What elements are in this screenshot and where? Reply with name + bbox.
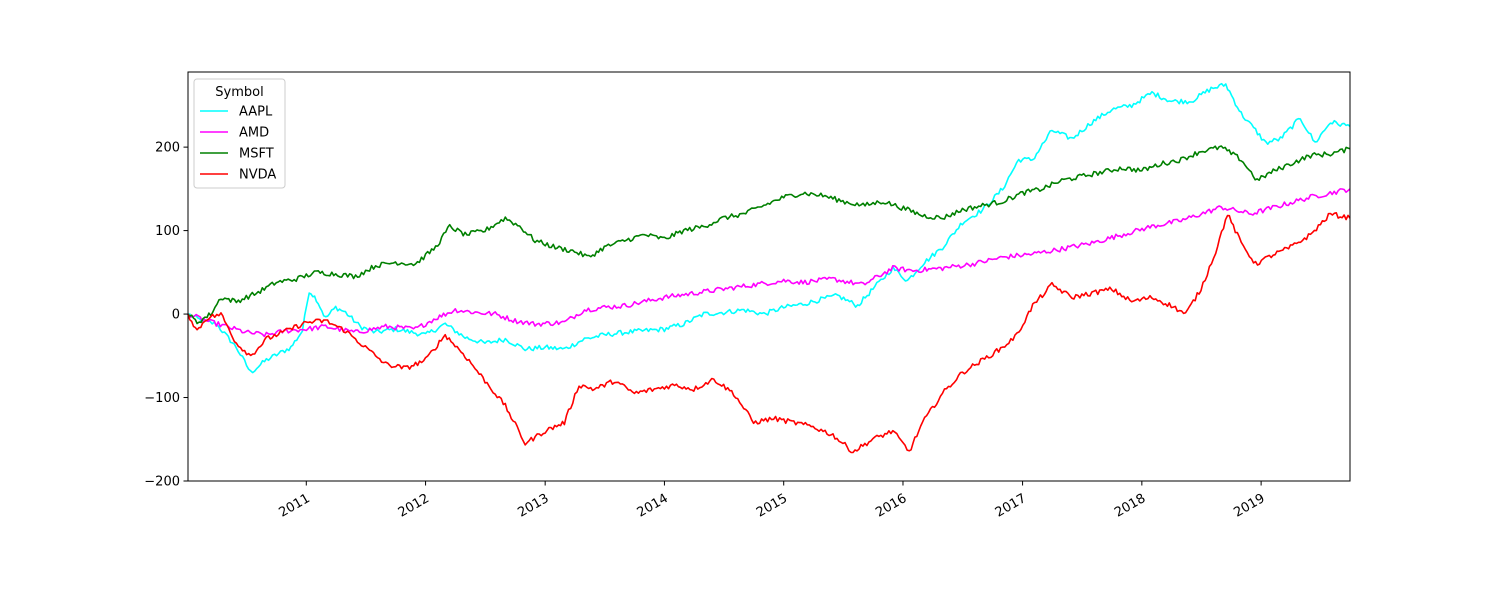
y-tick-label: 200	[155, 141, 180, 156]
legend-label-aapl: AAPL	[239, 105, 273, 120]
legend-title: Symbol	[215, 85, 263, 100]
series-line-amd	[187, 188, 1351, 338]
y-tick-label: −100	[144, 391, 180, 406]
series-line-aapl	[187, 82, 1351, 374]
y-tick-label: 0	[172, 308, 180, 323]
plot-frame	[187, 71, 1351, 482]
legend: Symbol AAPL AMD MSFT NVDA	[193, 78, 286, 189]
legend-label-msft: MSFT	[239, 147, 274, 162]
y-tick-label: −200	[144, 475, 180, 490]
series-line-msft	[187, 145, 1351, 325]
legend-label-nvda: NVDA	[239, 168, 276, 183]
legend-box	[193, 78, 286, 189]
legend-label-amd: AMD	[239, 126, 269, 141]
series-line-nvda	[187, 212, 1351, 454]
y-axis: −200 −100 0 100 200	[144, 141, 188, 490]
y-tick-label: 100	[155, 224, 180, 239]
series-layer	[187, 82, 1351, 454]
